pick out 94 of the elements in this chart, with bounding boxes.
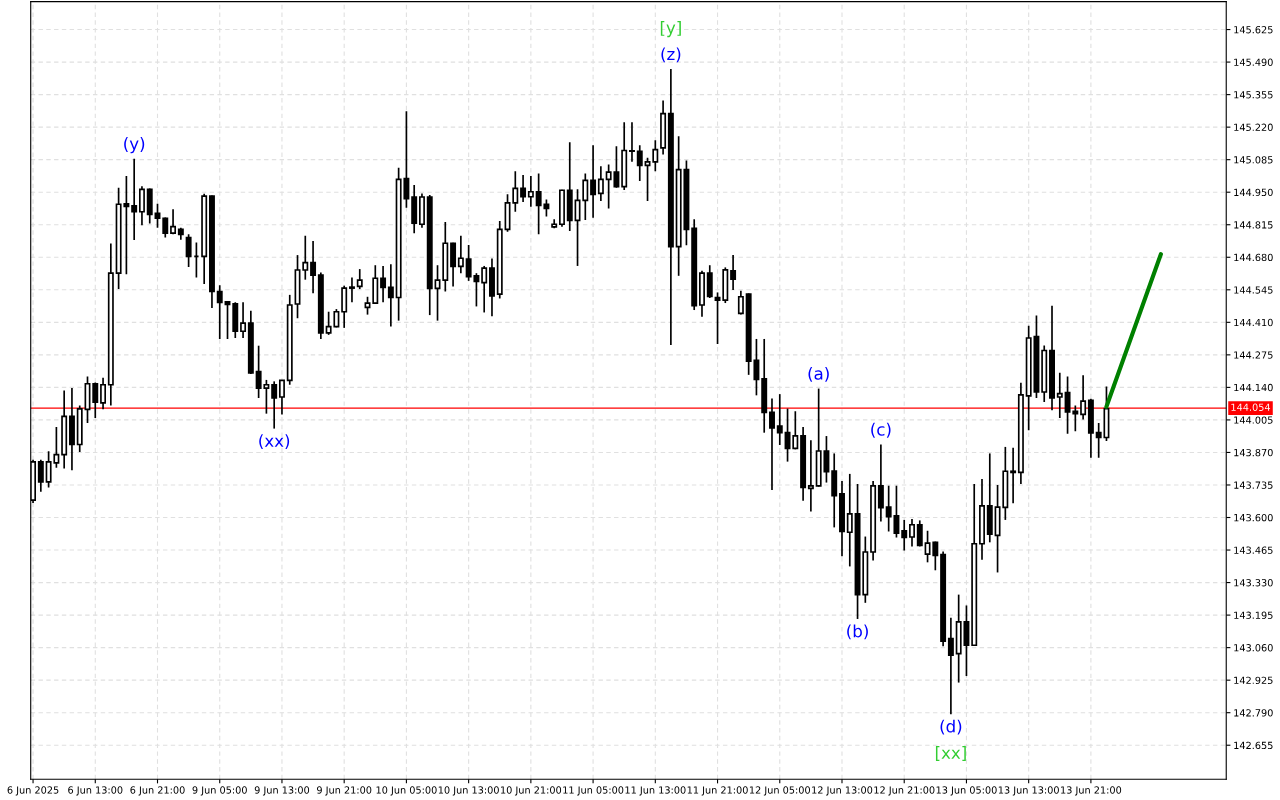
y-tick-label: 145.625	[1234, 26, 1273, 34]
x-tick-label: 10 Jun 05:00	[376, 786, 437, 796]
y-tick-label: 144.950	[1234, 188, 1273, 197]
candlestick	[92, 381, 99, 419]
candlestick	[450, 241, 457, 288]
y-tick-label: 142.790	[1234, 709, 1273, 717]
x-tick-label: 13 Jun 13:00	[998, 786, 1059, 796]
x-tick-label: 10 Jun 13:00	[438, 786, 499, 796]
candlestick	[348, 276, 355, 304]
y-tick-label: 144.005	[1234, 416, 1273, 424]
x-tick-label: 11 Jun 21:00	[687, 786, 748, 796]
x-tick-label: 10 Jun 21:00	[501, 786, 562, 796]
y-tick-label: 144.140	[1234, 383, 1273, 392]
y-tick-label: 143.600	[1234, 513, 1273, 522]
candlestick	[901, 519, 908, 552]
candlestick	[706, 264, 713, 299]
candlestick	[730, 254, 737, 291]
candlestick	[807, 439, 814, 513]
candlestick	[947, 616, 954, 715]
candlestick	[1056, 371, 1063, 419]
candlestick	[302, 234, 309, 281]
candlestick	[597, 165, 604, 202]
candlestick	[100, 376, 107, 411]
candlestick	[341, 284, 348, 329]
candlestick	[520, 174, 527, 203]
y-tick-label: 144.545	[1234, 286, 1273, 294]
annotation: (d)	[940, 719, 962, 735]
annotation: [y]	[660, 21, 681, 38]
candlestick	[170, 208, 177, 236]
annotation: [xx]	[935, 746, 966, 761]
candlestick	[769, 397, 775, 491]
candlestick	[278, 379, 285, 416]
x-tick-label: 11 Jun 05:00	[563, 786, 624, 796]
candlestick	[776, 393, 783, 446]
candlestick	[481, 265, 488, 314]
candlestick	[185, 233, 192, 268]
candlestick	[1010, 446, 1017, 505]
candlestick	[271, 380, 278, 430]
annotation: (z)	[661, 47, 681, 63]
y-tick-label: 143.330	[1234, 579, 1273, 587]
y-tick-label: 143.195	[1234, 611, 1273, 619]
candlestick	[916, 519, 923, 548]
candlestick	[131, 157, 138, 241]
annotation: (c)	[871, 422, 891, 438]
x-tick-label: 13 Jun 05:00	[936, 786, 997, 796]
candlestick	[162, 216, 169, 239]
x-tick-label: 13 Jun 21:00	[1061, 786, 1122, 796]
candlestick	[387, 263, 394, 328]
y-tick-label: 145.220	[1234, 123, 1273, 131]
candlestick	[590, 144, 597, 219]
y-tick-label: 145.490	[1234, 58, 1273, 66]
y-tick-label: 143.735	[1234, 481, 1273, 489]
x-tick-label: 12 Jun 05:00	[749, 786, 810, 796]
candlestick	[240, 301, 247, 339]
x-tick-label: 9 Jun 13:00	[254, 786, 310, 796]
x-tick-label: 6 Jun 21:00	[130, 786, 185, 796]
candlestick	[877, 443, 884, 523]
candlestick	[846, 473, 853, 568]
candlestick	[737, 289, 744, 316]
candlestick	[636, 144, 643, 182]
ref-line-label: 144.054	[1231, 403, 1271, 411]
x-tick-label: 6 Jun 13:00	[68, 786, 123, 796]
x-tick-label: 12 Jun 13:00	[812, 786, 873, 796]
y-tick-label: 142.925	[1234, 676, 1273, 684]
candlestick	[909, 518, 915, 548]
candlestick	[380, 265, 387, 304]
candlestick	[629, 121, 635, 163]
y-tick-label: 145.085	[1234, 156, 1273, 164]
candlestick	[37, 458, 44, 493]
y-tick-label: 143.870	[1234, 448, 1273, 457]
y-tick-label: 144.275	[1234, 351, 1273, 359]
y-tick-label: 144.680	[1234, 253, 1273, 262]
y-tick-label: 143.465	[1234, 546, 1273, 554]
candlestick	[138, 185, 145, 227]
candlestick	[216, 284, 223, 340]
x-tick-label: 9 Jun 05:00	[192, 786, 247, 796]
y-tick-label: 143.060	[1234, 644, 1273, 652]
annotation: (a)	[808, 366, 829, 382]
y-tick-label: 145.355	[1234, 91, 1273, 99]
y-tick-label: 144.410	[1234, 318, 1273, 327]
y-tick-label: 142.655	[1234, 741, 1273, 750]
x-tick-label: 6 Jun 2025	[7, 786, 59, 796]
annotation: (b)	[847, 624, 868, 640]
annotation: (y)	[124, 137, 145, 154]
annotation: (xx)	[259, 434, 290, 450]
candlestick	[457, 234, 464, 275]
x-tick-label: 9 Jun 21:00	[317, 786, 372, 796]
candlestick	[310, 240, 317, 295]
x-tick-label: 11 Jun 13:00	[625, 786, 686, 796]
candlestick	[356, 268, 363, 290]
candlestick	[1080, 374, 1087, 421]
x-tick-label: 12 Jun 21:00	[874, 786, 935, 796]
y-tick-label: 144.815	[1234, 221, 1273, 229]
candlestick	[527, 175, 534, 208]
